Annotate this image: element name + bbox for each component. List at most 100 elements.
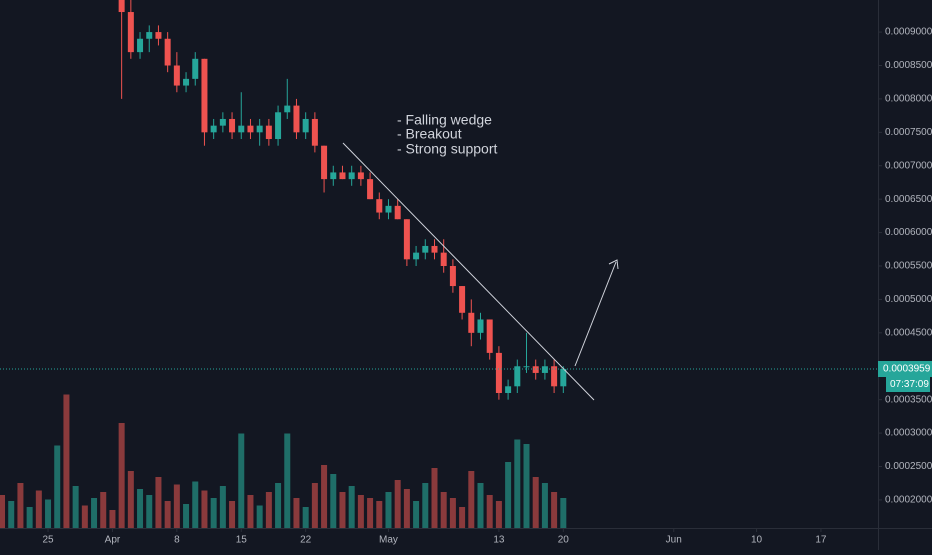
y-tick-label: 0.0002000 <box>885 495 932 506</box>
volume-bar <box>109 510 116 528</box>
candle-body <box>514 366 521 387</box>
candle-body <box>311 118 318 146</box>
volume-bar <box>357 495 364 528</box>
x-tick-label: 10 <box>751 535 763 546</box>
candle-body <box>431 245 438 253</box>
candle-body <box>302 118 309 133</box>
candle-body <box>321 145 328 180</box>
candle-body <box>155 32 162 39</box>
volume-bar <box>532 477 539 528</box>
candle-body <box>468 312 475 333</box>
volume-bar <box>505 462 512 528</box>
volume-bar <box>367 498 374 528</box>
x-tick-label: Jun <box>666 535 682 546</box>
y-tick-label: 0.0005500 <box>885 261 932 272</box>
volume-bar <box>514 439 521 528</box>
candle-body <box>505 386 512 393</box>
candle-body <box>376 199 383 213</box>
volume-bar <box>284 433 291 528</box>
volume-bar <box>17 483 24 528</box>
volume-bar <box>146 495 153 528</box>
volume-bar <box>256 505 263 528</box>
candle-body <box>127 12 134 53</box>
x-tick-label: 25 <box>42 535 54 546</box>
candle-body <box>173 65 180 86</box>
candle-body <box>201 58 208 133</box>
countdown-tag <box>886 376 930 392</box>
volume-bar <box>560 498 567 528</box>
y-tick-label: 0.0003000 <box>885 428 932 439</box>
volume-bar <box>551 492 558 528</box>
arrow-head <box>608 259 619 270</box>
candle-body <box>532 366 539 373</box>
volume-bar <box>210 498 217 528</box>
candle-body <box>495 352 502 393</box>
volume-bar <box>63 394 70 528</box>
candle-body <box>422 245 429 253</box>
x-tick-label: 13 <box>493 535 505 546</box>
volume-bar <box>155 477 162 528</box>
volume-bar <box>137 489 144 528</box>
volume-bar <box>440 492 447 528</box>
candle-body <box>440 252 447 267</box>
x-tick-label: 8 <box>174 535 180 546</box>
arrow-line <box>574 261 617 367</box>
candle-body <box>560 368 567 387</box>
candle-body <box>137 38 144 53</box>
plot-area <box>0 0 567 528</box>
volume-bar <box>247 495 254 528</box>
volume-bar <box>118 423 125 528</box>
candle-body <box>238 125 245 133</box>
volume-bar <box>311 483 318 528</box>
volume-bar <box>201 490 208 528</box>
volume-bar <box>348 486 355 528</box>
volume-bar <box>91 498 98 528</box>
volume-bar <box>54 445 61 528</box>
candle-body <box>449 266 456 287</box>
volume-bar <box>459 507 466 528</box>
volume-bar <box>183 504 190 528</box>
volume-bar <box>394 480 401 528</box>
candle-body <box>210 125 217 133</box>
y-tick-label: 0.0004500 <box>885 327 932 338</box>
candle-body <box>348 172 355 180</box>
volume-bar <box>293 498 300 528</box>
annotation: - Breakout <box>397 126 462 142</box>
volume-bar <box>45 499 52 528</box>
candle-body <box>413 252 420 260</box>
x-tick-label: 15 <box>236 535 248 546</box>
price-tag <box>878 360 932 377</box>
volume-bar <box>422 483 429 528</box>
volume-bar <box>100 492 107 528</box>
y-tick-label: 0.0007500 <box>885 127 932 138</box>
y-tick-label: 0.0009000 <box>885 27 932 38</box>
annotation: - Strong support <box>397 141 497 157</box>
x-tick-label: 22 <box>300 535 312 546</box>
candle-body <box>247 125 254 133</box>
volume-bar <box>192 481 199 528</box>
volume-bar <box>302 507 309 528</box>
candle-body <box>330 172 337 180</box>
candle-body <box>275 112 282 140</box>
volume-bar <box>330 474 337 528</box>
volume-bar <box>486 495 493 528</box>
x-tick-label: 20 <box>558 535 570 546</box>
volume-bar <box>0 495 6 528</box>
candle-body <box>459 286 466 313</box>
candle-body <box>192 58 199 79</box>
volume-bar <box>477 483 484 528</box>
y-tick-label: 0.0007000 <box>885 160 932 171</box>
price-tag-label: 0.0003959 <box>883 364 931 375</box>
candle-body <box>486 319 493 353</box>
volume-bar <box>229 501 236 528</box>
volume-bar <box>265 492 272 528</box>
candle-body <box>551 366 558 387</box>
candle-body <box>219 118 226 126</box>
candle-body <box>293 105 300 133</box>
volume-bar <box>495 501 502 528</box>
volume-bar <box>81 505 88 528</box>
x-tick-label: May <box>379 535 398 546</box>
volume-bar <box>413 501 420 528</box>
